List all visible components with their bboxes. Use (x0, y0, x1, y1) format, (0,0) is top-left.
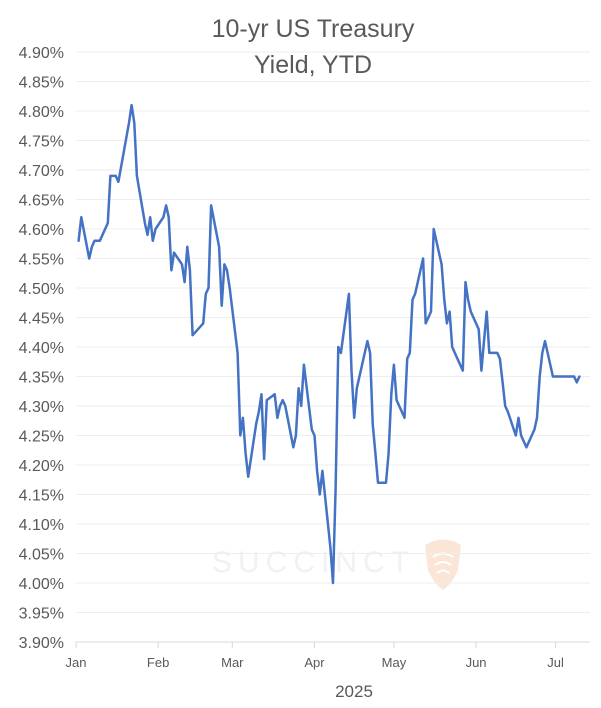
y-tick-label: 4.50% (19, 281, 64, 298)
x-tick-label: Mar (221, 655, 244, 670)
y-tick-label: 4.70% (19, 163, 64, 180)
watermark: SUCCINCT (212, 539, 461, 590)
chart-title: 10-yr US Treasury Yield, YTD (212, 15, 415, 79)
y-tick-label: 4.20% (19, 458, 64, 475)
x-tick-label: May (382, 655, 407, 670)
y-tick-label: 4.90% (19, 45, 64, 62)
x-tick-label: Apr (304, 655, 325, 670)
gridlines (76, 51, 590, 613)
x-tick-label: Jul (547, 655, 564, 670)
x-tick-label: Jun (466, 655, 487, 670)
x-tick-label: Jan (66, 655, 87, 670)
y-tick-label: 3.95% (19, 606, 64, 623)
y-tick-label: 4.25% (19, 429, 64, 446)
y-tick-label: 4.45% (19, 311, 64, 328)
y-axis: 4.90% 4.85% 4.80% 4.75% 4.70% 4.65% 4.60% 4.55%… (19, 45, 64, 652)
x-axis: Jan Feb Mar Apr May Jun Jul (66, 642, 564, 670)
y-tick-label: 4.65% (19, 193, 64, 210)
y-tick-label: 4.55% (19, 252, 64, 269)
y-tick-label: 4.10% (19, 517, 64, 534)
y-tick-label: 4.15% (19, 488, 64, 505)
y-tick-label: 4.40% (19, 340, 64, 357)
x-axis-label: 2025 (335, 682, 373, 701)
watermark-text: SUCCINCT (212, 546, 415, 579)
y-tick-label: 4.35% (19, 370, 64, 387)
chart-title-line-2: Yield, YTD (254, 51, 372, 79)
x-tick-label: Feb (147, 655, 169, 670)
series-group (77, 103, 581, 585)
chart-title-line-1: 10-yr US Treasury (212, 15, 415, 43)
y-tick-label: 4.75% (19, 134, 64, 151)
y-tick-label: 4.05% (19, 547, 64, 564)
y-tick-label: 4.60% (19, 222, 64, 239)
y-tick-label: 4.85% (19, 75, 64, 92)
fingerprint-shield-icon (425, 539, 461, 590)
y-tick-label: 3.90% (19, 635, 64, 652)
y-tick-label: 4.30% (19, 399, 64, 416)
series-line (77, 103, 581, 585)
y-tick-label: 4.80% (19, 104, 64, 121)
y-tick-label: 4.00% (19, 576, 64, 593)
